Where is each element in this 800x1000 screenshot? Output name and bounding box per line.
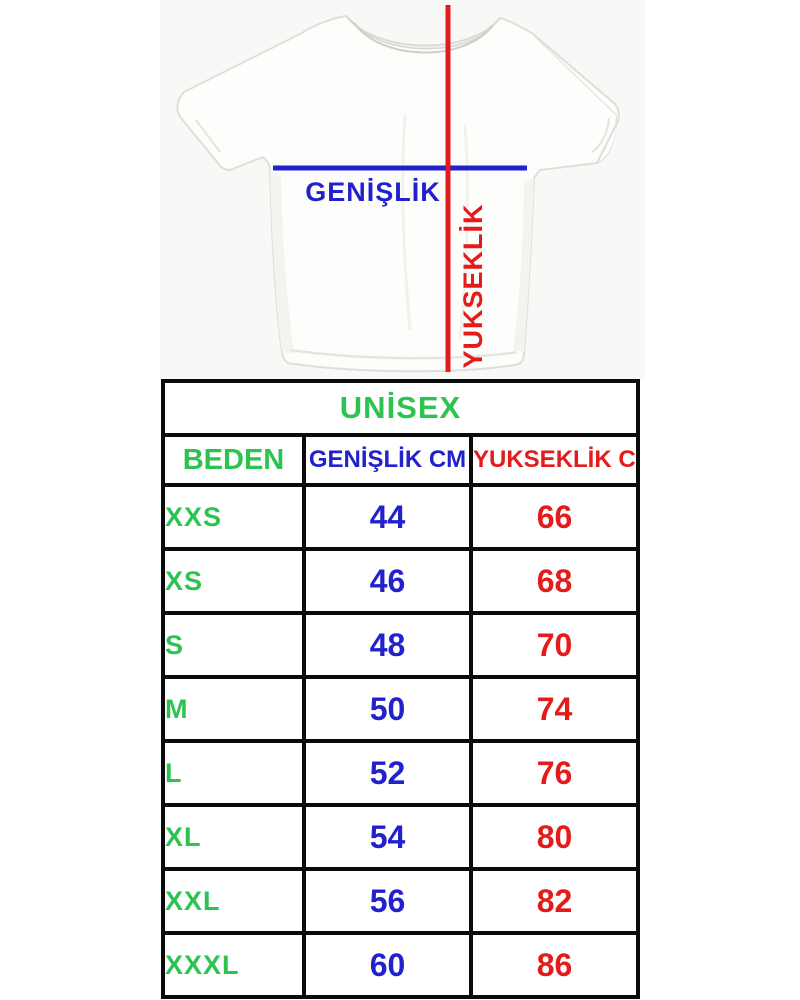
- table-row: M 50 74: [161, 675, 641, 743]
- height-cell: 82: [468, 867, 641, 935]
- size-cell: XXS: [161, 483, 306, 551]
- size-table-body: XXS 44 66 XS 46 68 S 48 70 M 50 74 L 52 …: [161, 483, 641, 999]
- width-cell: 60: [302, 931, 473, 999]
- shirt-wrinkle: [401, 114, 412, 331]
- size-cell: L: [161, 739, 306, 807]
- shirt-left-shade: [270, 170, 294, 354]
- size-cell: XXL: [161, 867, 306, 935]
- table-row: XXL 56 82: [161, 867, 641, 935]
- tshirt-right-sleeve-edge: [532, 33, 620, 164]
- size-cell: M: [161, 675, 306, 743]
- width-cell: 54: [302, 803, 473, 871]
- width-cell: 46: [302, 547, 473, 615]
- tshirt-outline: [176, 15, 618, 373]
- table-row: XXXL 60 86: [161, 931, 641, 999]
- size-cell: S: [161, 611, 306, 679]
- size-cell: XS: [161, 547, 306, 615]
- tshirt-photo: GENİŞLİK YUKSEKLİK: [160, 0, 645, 379]
- width-cell: 48: [302, 611, 473, 679]
- height-cell: 86: [468, 931, 641, 999]
- table-title-row: UNİSEX: [160, 379, 641, 437]
- left-cuff-seam: [195, 119, 221, 153]
- height-label: YUKSEKLİK: [458, 203, 488, 368]
- column-header-beden: BEDEN: [161, 433, 306, 487]
- width-cell: 50: [302, 675, 473, 743]
- shirt-right-shade: [513, 178, 534, 352]
- size-cell: XXXL: [161, 931, 306, 999]
- height-cell: 74: [468, 675, 641, 743]
- column-header-yukseklik: YUKSEKLİK CM: [468, 433, 641, 487]
- width-label: GENİŞLİK: [305, 177, 441, 207]
- width-cell: 56: [302, 867, 473, 935]
- right-cuff-seam: [591, 117, 610, 153]
- table-row: XXS 44 66: [161, 483, 641, 551]
- tshirt-right-sleeve: [533, 34, 619, 163]
- collar-inner-shadow: [353, 22, 494, 54]
- size-cell: XL: [161, 803, 306, 871]
- width-cell: 44: [302, 483, 473, 551]
- hem-seam: [289, 348, 518, 360]
- column-header-genislik: GENİŞLİK CM: [302, 433, 473, 487]
- table-row: XS 46 68: [161, 547, 641, 615]
- height-cell: 70: [468, 611, 641, 679]
- height-cell: 80: [468, 803, 641, 871]
- size-table: UNİSEX BEDEN GENİŞLİK CM YUKSEKLİK CM XX…: [160, 379, 641, 999]
- height-cell: 76: [468, 739, 641, 807]
- table-row: L 52 76: [161, 739, 641, 807]
- table-header-row: BEDEN GENİŞLİK CM YUKSEKLİK CM: [161, 433, 641, 487]
- tshirt-diagram: GENİŞLİK YUKSEKLİK: [176, 5, 620, 373]
- height-cell: 68: [468, 547, 641, 615]
- shirt-wrinkle: [458, 124, 469, 341]
- width-cell: 52: [302, 739, 473, 807]
- table-row: XL 54 80: [161, 803, 641, 871]
- table-title: UNİSEX: [160, 379, 641, 437]
- height-cell: 66: [468, 483, 641, 551]
- table-row: S 48 70: [161, 611, 641, 679]
